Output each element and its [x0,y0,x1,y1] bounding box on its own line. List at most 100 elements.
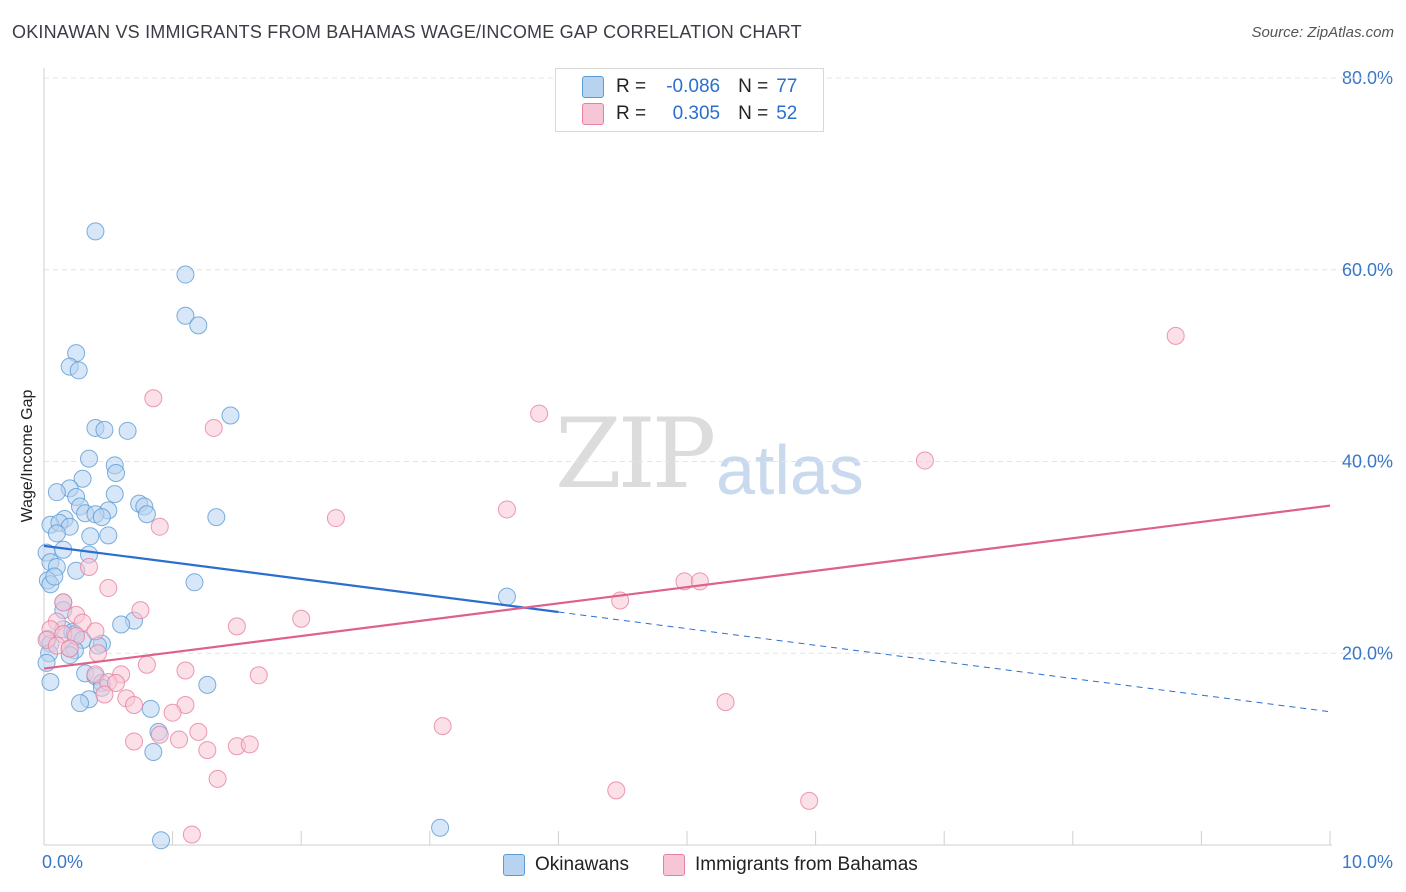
y-tick-label: 40.0% [1342,452,1393,472]
bahamas-legend-label: Immigrants from Bahamas [695,854,918,875]
bahamas-point [716,693,735,712]
r-value-bahamas: 0.305 [672,103,721,124]
r-value-okinawans: -0.086 [666,76,721,97]
source-label: Source: ZipAtlas.com [1251,24,1394,41]
okinawans-legend-label: Okinawans [535,854,629,875]
bahamas-point [89,644,108,663]
bahamas-point [150,517,169,536]
bahamas-point [163,703,182,722]
okinawans-point [99,526,118,545]
bahamas-point [607,781,626,800]
bahamas-point [208,769,227,788]
bahamas-point [54,593,73,612]
legend-item-okinawans[interactable]: Okinawans [503,854,629,876]
okinawans-point [176,265,195,284]
okinawans-trendline [43,544,559,614]
bahamas-point [107,673,126,692]
bahamas-point [99,579,118,598]
y-tick-label: 20.0% [1342,643,1393,663]
bahamas-point [86,622,105,641]
okinawans-point [92,508,111,527]
bahamas-point [125,696,144,715]
bahamas-point [189,722,208,741]
okinawans-point [41,673,60,692]
legend-item-bahamas[interactable]: Immigrants from Bahamas [663,854,918,876]
okinawans-point [152,831,171,850]
bahamas-point [249,666,268,685]
okinawans-point [69,361,88,380]
okinawans-point [189,316,208,335]
r-label: R = [616,103,647,124]
correlation-legend: R = -0.086 N = 77 R = 0.305 N = 52 [555,68,824,132]
bahamas-point [800,791,819,810]
bahamas-point [530,404,549,423]
chart-title: OKINAWAN VS IMMIGRANTS FROM BAHAMAS WAGE… [12,22,802,42]
bahamas-point [125,732,144,751]
legend-row-okinawans: R = -0.086 N = 77 [582,74,797,100]
bahamas-point [80,557,99,576]
r-label: R = [616,76,647,97]
bahamas-point [326,509,345,528]
legend-row-bahamas: R = 0.305 N = 52 [582,101,797,127]
okinawans-point [86,222,105,241]
bahamas-point [131,601,150,620]
okinawans-point [71,694,90,713]
bahamas-point [240,735,259,754]
okinawans-point [47,483,66,502]
x-tick-label-min: 0.0% [42,852,83,872]
bahamas-point [137,655,156,674]
bahamas-point [144,389,163,408]
n-label: N = [738,103,769,124]
bahamas-point [292,609,311,628]
bahamas-legend-swatch [663,854,685,876]
bahamas-point [433,717,452,736]
okinawans-point [112,615,131,634]
x-tick-label-max: 10.0% [1342,852,1393,872]
okinawans-point [47,524,66,543]
bahamas-swatch [582,103,604,125]
bahamas-point [176,661,195,680]
bahamas-point [182,825,201,844]
okinawans-swatch [582,76,604,98]
okinawans-point [176,306,195,325]
bahamas-point [60,639,79,658]
y-tick-label: 60.0% [1342,260,1393,280]
okinawans-point [137,505,156,524]
okinawans-point [45,567,64,586]
bahamas-trendline [43,504,1331,670]
okinawans-point [80,449,99,468]
bahamas-point [204,418,223,437]
bahamas-point [95,685,114,704]
okinawans-point [144,743,163,762]
n-label: N = [738,76,769,97]
okinawans-point [207,508,226,527]
okinawans-trendline-extension [558,611,1331,713]
bahamas-point [198,741,217,760]
okinawans-point [198,675,217,694]
okinawans-point [118,421,137,440]
okinawans-legend-swatch [503,854,525,876]
bahamas-point [150,725,169,744]
bahamas-point [1166,326,1185,345]
n-value-bahamas: 52 [776,103,798,124]
okinawans-point [105,485,124,504]
bahamas-point [915,451,934,470]
okinawans-point [107,464,126,483]
okinawans-point [497,587,516,606]
okinawans-point [73,469,92,488]
okinawans-point [431,818,450,837]
watermark-atlas: atlas [716,431,864,509]
n-value-okinawans: 77 [776,76,798,97]
series-legend: Okinawans Immigrants from Bahamas [503,852,952,878]
bahamas-point [227,617,246,636]
okinawans-point [221,406,240,425]
okinawans-point [95,420,114,439]
y-axis-label: Wage/Income Gap [19,389,36,523]
watermark-zip: ZIP [555,398,716,510]
okinawans-point [141,699,160,718]
bahamas-point [170,730,189,749]
bahamas-point [497,500,516,519]
okinawans-point [185,573,204,592]
okinawans-point [81,527,100,546]
